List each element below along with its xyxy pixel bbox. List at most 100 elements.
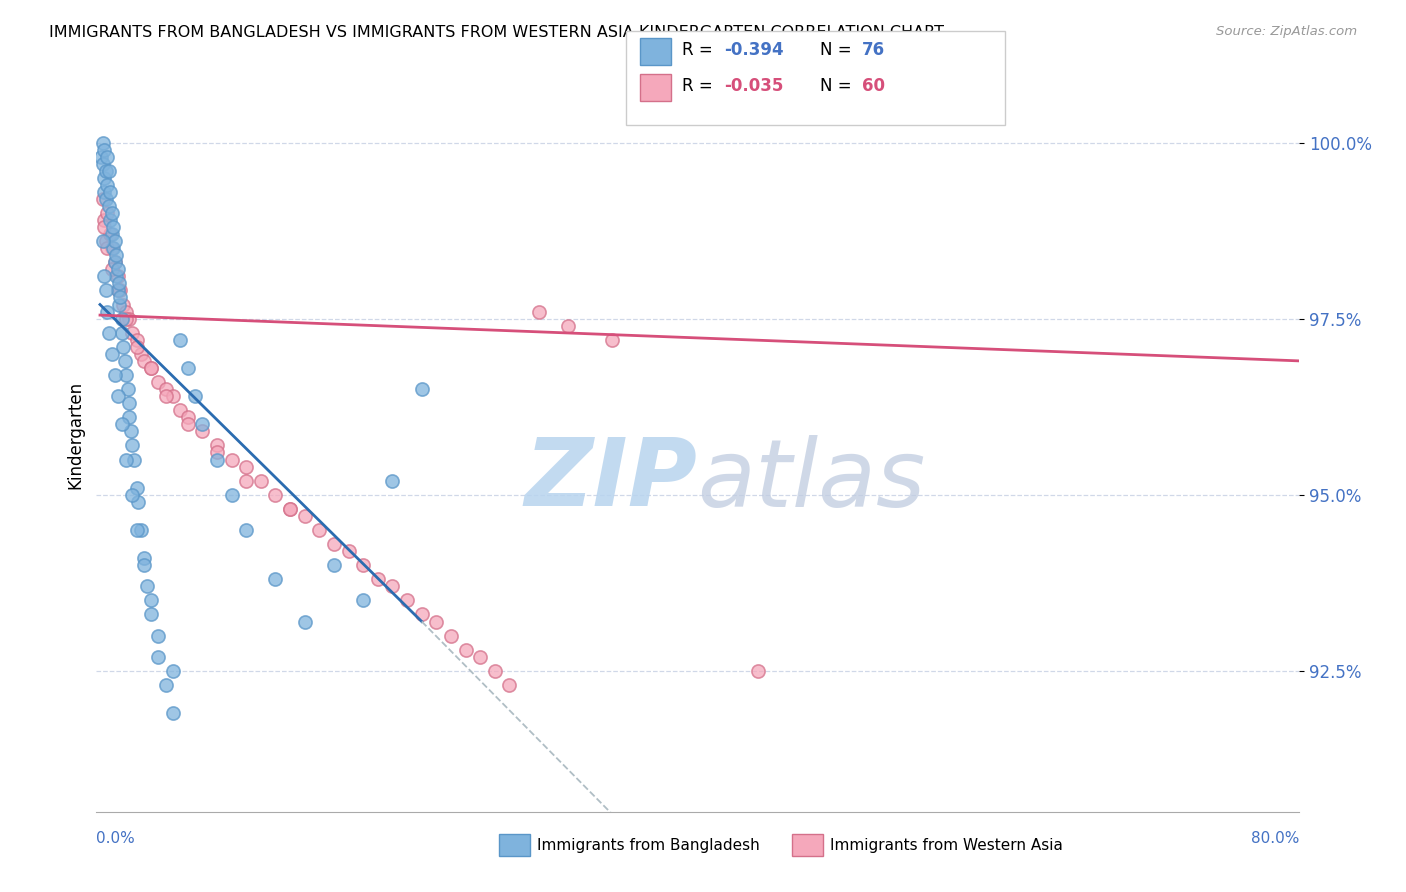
Point — [108, 297, 131, 311]
Point — [141, 607, 163, 622]
Point — [498, 678, 520, 692]
Point — [104, 234, 127, 248]
Text: R =: R = — [682, 41, 718, 60]
Point — [93, 170, 115, 185]
Point — [100, 347, 122, 361]
Point — [352, 558, 374, 573]
Point — [117, 382, 139, 396]
Text: ZIP: ZIP — [524, 434, 697, 526]
Point — [98, 213, 121, 227]
Point — [100, 206, 122, 220]
Point — [118, 410, 141, 425]
Point — [105, 248, 128, 262]
Text: Immigrants from Bangladesh: Immigrants from Bangladesh — [537, 838, 759, 853]
Point — [104, 255, 127, 269]
Point — [111, 326, 134, 340]
Point — [125, 340, 148, 354]
Point — [90, 150, 112, 164]
Point — [250, 474, 273, 488]
Point — [101, 241, 124, 255]
Point — [91, 136, 114, 150]
Point — [162, 664, 184, 678]
Point — [221, 452, 243, 467]
Point — [264, 488, 287, 502]
Point — [97, 199, 120, 213]
Point — [107, 262, 129, 277]
Point — [112, 340, 135, 354]
Point — [411, 607, 433, 622]
Point — [96, 150, 118, 164]
Point — [108, 277, 131, 291]
Point — [93, 143, 115, 157]
Point — [425, 615, 447, 629]
Point — [381, 579, 404, 593]
Text: 60: 60 — [862, 77, 884, 95]
Point — [162, 389, 184, 403]
Text: -0.394: -0.394 — [724, 41, 783, 60]
Point — [177, 417, 200, 432]
Point — [484, 664, 506, 678]
Text: -0.035: -0.035 — [724, 77, 783, 95]
Point — [135, 579, 157, 593]
Point — [352, 593, 374, 607]
Point — [122, 452, 145, 467]
Point — [93, 185, 115, 199]
Point — [94, 234, 117, 248]
Point — [118, 311, 141, 326]
Point — [94, 192, 117, 206]
Point — [148, 649, 170, 664]
Point — [454, 642, 477, 657]
Point — [107, 389, 129, 403]
Point — [169, 403, 191, 417]
Point — [97, 326, 120, 340]
Point — [93, 220, 115, 235]
Point — [323, 537, 346, 551]
Point — [221, 488, 243, 502]
Text: R =: R = — [682, 77, 718, 95]
Point — [100, 262, 122, 277]
Text: N =: N = — [820, 77, 856, 95]
Text: 80.0%: 80.0% — [1251, 831, 1299, 846]
Point — [411, 382, 433, 396]
Point — [121, 326, 143, 340]
Point — [323, 558, 346, 573]
Point — [294, 615, 316, 629]
Point — [470, 649, 492, 664]
Point — [93, 269, 115, 284]
Point — [100, 227, 122, 241]
Point — [104, 255, 127, 269]
Point — [94, 284, 117, 298]
Text: IMMIGRANTS FROM BANGLADESH VS IMMIGRANTS FROM WESTERN ASIA KINDERGARTEN CORRELAT: IMMIGRANTS FROM BANGLADESH VS IMMIGRANTS… — [49, 25, 945, 40]
Point — [278, 501, 301, 516]
Point — [107, 269, 129, 284]
Point — [107, 284, 129, 298]
Point — [125, 481, 148, 495]
Point — [557, 318, 579, 333]
Point — [396, 593, 419, 607]
Point — [125, 523, 148, 537]
Point — [132, 558, 155, 573]
Text: 76: 76 — [862, 41, 884, 60]
Point — [162, 706, 184, 720]
Point — [91, 234, 114, 248]
Y-axis label: Kindergarten: Kindergarten — [66, 381, 84, 489]
Point — [367, 572, 389, 586]
Text: 0.0%: 0.0% — [96, 831, 135, 846]
Point — [205, 452, 228, 467]
Point — [96, 206, 118, 220]
Text: Source: ZipAtlas.com: Source: ZipAtlas.com — [1216, 25, 1357, 38]
Point — [141, 360, 163, 375]
Point — [191, 425, 214, 439]
Point — [600, 333, 623, 347]
Point — [141, 593, 163, 607]
Point — [91, 156, 114, 170]
Point — [132, 551, 155, 566]
Point — [98, 227, 121, 241]
Point — [107, 284, 129, 298]
Point — [115, 304, 138, 318]
Point — [96, 304, 118, 318]
Point — [337, 544, 360, 558]
Point — [112, 297, 135, 311]
Point — [132, 354, 155, 368]
Point — [105, 269, 128, 284]
